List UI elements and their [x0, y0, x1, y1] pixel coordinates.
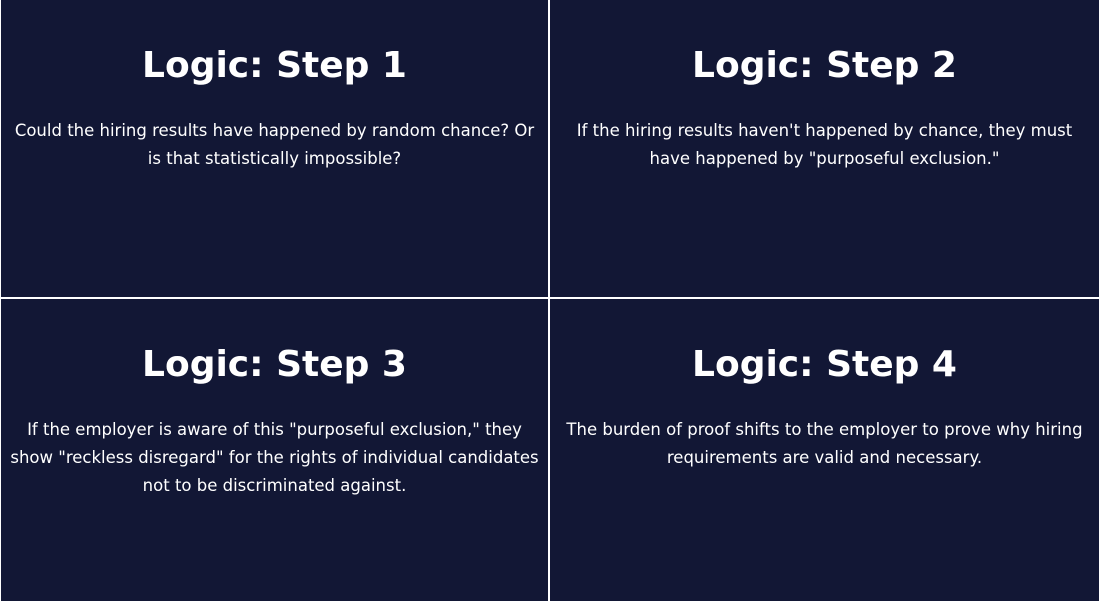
logic-step-3-card: Logic: Step 3 If the employer is aware o… — [1, 299, 548, 601]
logic-step-3-body: If the employer is aware of this "purpos… — [10, 420, 539, 495]
logic-step-2-card: Logic: Step 2 If the hiring results have… — [550, 0, 1099, 297]
logic-step-4-title: Logic: Step 4 — [692, 344, 957, 385]
logic-step-3-title: Logic: Step 3 — [142, 344, 407, 385]
logic-step-2-body: If the hiring results haven't happened b… — [576, 121, 1073, 168]
logic-step-1-body: Could the hiring results have happened b… — [14, 121, 535, 168]
logic-step-4-body: The burden of proof shifts to the employ… — [566, 420, 1083, 467]
logic-step-2-title: Logic: Step 2 — [692, 45, 957, 86]
logic-step-4-card: Logic: Step 4 The burden of proof shifts… — [550, 299, 1099, 601]
logic-step-1-title: Logic: Step 1 — [142, 45, 407, 86]
logic-step-1-card: Logic: Step 1 Could the hiring results h… — [1, 0, 548, 297]
